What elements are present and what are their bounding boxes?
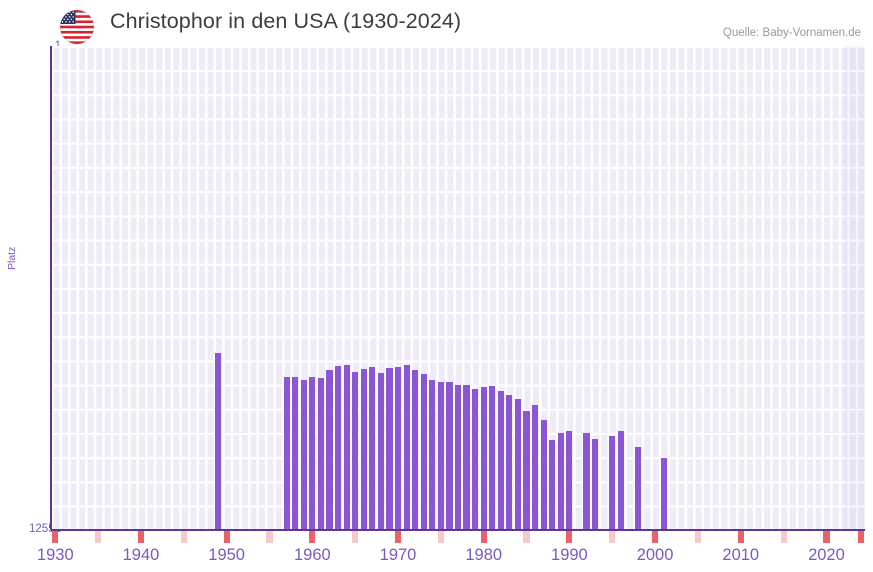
x-axis-major-tick (566, 531, 573, 543)
bar[interactable] (514, 399, 522, 530)
x-axis-tick-label: 2000 (636, 546, 674, 564)
bar[interactable] (609, 436, 616, 530)
source-label: Quelle: Baby-Vornamen.de (722, 27, 861, 39)
bar[interactable] (214, 353, 222, 530)
x-axis-major-tick (137, 531, 145, 543)
chart-header: Christophor in den USA (1930-2024) Quell… (0, 0, 873, 44)
x-axis-minor-tick (694, 531, 701, 543)
bar[interactable] (454, 385, 462, 530)
x-axis-tick-label: 1930 (36, 546, 74, 564)
bar[interactable] (309, 377, 316, 530)
bar[interactable] (480, 387, 487, 530)
bar[interactable] (420, 374, 427, 530)
x-axis-ticks (51, 531, 865, 543)
x-axis-major-tick (651, 531, 659, 543)
y-axis-line (50, 46, 52, 530)
bar[interactable] (369, 367, 376, 530)
bar[interactable] (592, 439, 599, 530)
bar[interactable] (352, 372, 359, 530)
bars-layer (51, 46, 865, 530)
bar[interactable] (506, 395, 513, 530)
x-axis-major-tick (52, 531, 59, 543)
bar[interactable] (360, 369, 367, 530)
bar[interactable] (583, 433, 590, 530)
page-title: Christophor in den USA (1930-2024) (110, 9, 462, 33)
x-axis-minor-tick (437, 531, 444, 543)
bar[interactable] (377, 373, 384, 530)
x-axis-minor-tick (609, 531, 616, 543)
x-axis-end-tick (857, 531, 864, 543)
x-axis-major-tick (737, 531, 744, 543)
x-axis-tick-label: 1950 (208, 546, 245, 564)
bar[interactable] (394, 367, 402, 530)
bar[interactable] (317, 378, 324, 530)
bar[interactable] (437, 382, 444, 530)
x-axis-tick-label: 1980 (465, 546, 503, 564)
x-axis-tick-labels: 1930 1940 1950 1960 1970 1980 1990 2000 2010 2020 (37, 546, 865, 570)
x-axis-minor-tick (523, 531, 530, 543)
bar[interactable] (343, 365, 350, 530)
x-axis-minor-tick (180, 531, 187, 543)
bar[interactable] (489, 386, 496, 530)
bar[interactable] (566, 431, 573, 530)
x-axis-tick-label: 2020 (808, 546, 845, 564)
x-axis-major-tick (480, 531, 487, 543)
x-axis-major-tick (823, 531, 830, 543)
x-axis-major-tick (309, 531, 316, 543)
bar[interactable] (403, 365, 410, 530)
bar[interactable] (540, 420, 547, 530)
x-axis-minor-tick (95, 531, 102, 543)
x-axis-minor-tick (266, 531, 273, 543)
bar[interactable] (446, 382, 453, 530)
bar[interactable] (497, 391, 504, 530)
y-axis-title: Platz (6, 246, 18, 270)
us-flag-icon (60, 10, 94, 44)
bar[interactable] (532, 405, 539, 530)
x-axis-major-tick (394, 531, 402, 543)
x-axis-minor-tick (352, 531, 359, 543)
bar[interactable] (523, 411, 530, 530)
bar[interactable] (292, 377, 299, 530)
bar[interactable] (557, 433, 564, 530)
bar[interactable] (463, 385, 470, 530)
x-axis-major-tick (223, 531, 230, 543)
x-axis-line (51, 529, 865, 531)
x-axis-tick-label: 1970 (379, 546, 417, 564)
x-axis-tick-label: 1940 (122, 546, 160, 564)
bar[interactable] (660, 458, 667, 530)
bar[interactable] (334, 366, 342, 530)
bar[interactable] (634, 447, 641, 530)
x-axis-minor-tick (780, 531, 787, 543)
bar[interactable] (472, 389, 479, 530)
bar[interactable] (300, 380, 307, 530)
bar[interactable] (326, 370, 333, 530)
bar[interactable] (549, 440, 556, 530)
bar[interactable] (283, 377, 290, 530)
plot-area (51, 46, 865, 530)
bar[interactable] (429, 380, 436, 530)
x-axis-tick-label: 1960 (293, 546, 331, 564)
x-axis-tick-label: 1990 (551, 546, 588, 564)
bar[interactable] (412, 370, 419, 530)
x-axis-tick-label: 2010 (722, 546, 760, 564)
bar[interactable] (386, 368, 393, 530)
bar[interactable] (617, 431, 624, 530)
